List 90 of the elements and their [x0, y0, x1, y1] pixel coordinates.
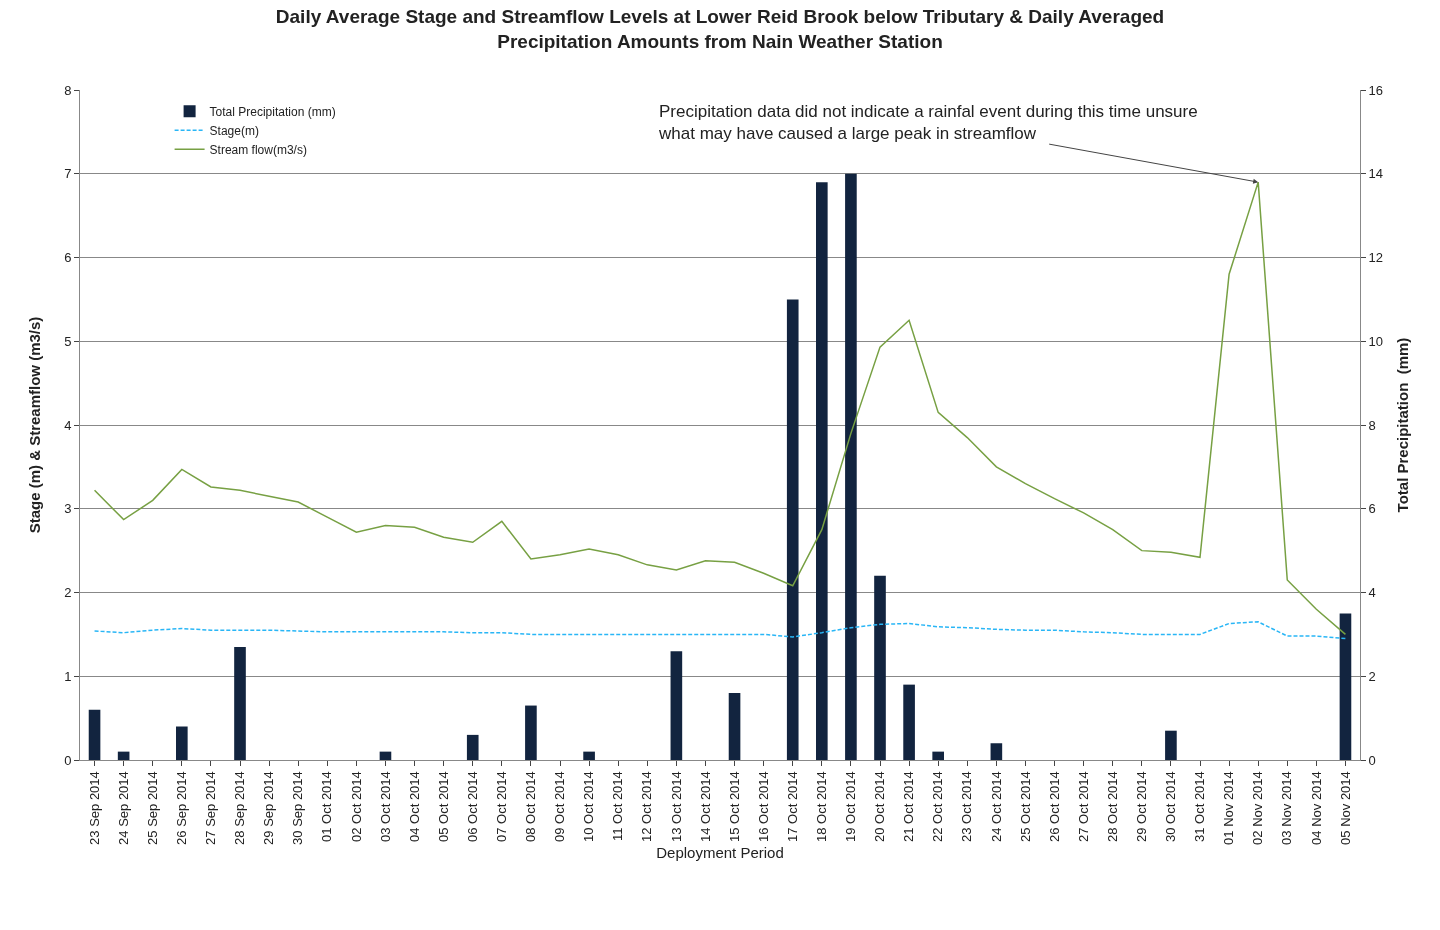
x-tick-label: 03 Nov 2014	[1279, 771, 1295, 845]
y2-tick-label: 4	[1368, 585, 1376, 601]
annotation: Precipitation data did not indicate a rainfal event during this time unsure what may have caused a large peak in streamflow	[658, 102, 1198, 144]
y-tick-label: 0	[64, 752, 72, 768]
y-tick-label: 3	[64, 501, 72, 517]
bar	[990, 743, 1003, 760]
bar	[816, 182, 828, 760]
bar	[728, 693, 741, 760]
legend-label: Stage(m)	[209, 123, 259, 138]
x-tick-label: 01 Nov 2014	[1221, 771, 1237, 845]
x-tick-label: 21 Oct 2014	[901, 771, 917, 843]
x-axis-title: Deployment Period	[656, 844, 784, 862]
x-tick-label: 05 Nov 2014	[1337, 771, 1353, 845]
y-tick-label: 1	[64, 668, 72, 684]
x-tick-label: 23 Sep 2014	[86, 771, 102, 845]
bar	[1339, 613, 1352, 760]
y-tick-label: 7	[64, 166, 72, 182]
y2-tick-label: 16	[1368, 82, 1384, 98]
line-series	[93, 621, 1347, 640]
x-tick-label: 25 Sep 2014	[144, 771, 160, 845]
bar	[786, 299, 799, 760]
bar	[117, 751, 130, 760]
x-tick-label: 16 Oct 2014	[755, 771, 771, 843]
bar	[670, 651, 683, 760]
bar	[88, 709, 101, 760]
bar	[466, 734, 479, 760]
x-tick-label: 04 Nov 2014	[1308, 771, 1324, 845]
bar	[583, 751, 595, 760]
bar	[525, 705, 537, 760]
x-tick-label: 18 Oct 2014	[814, 771, 830, 843]
x-tick-label: 25 Oct 2014	[1017, 771, 1033, 843]
x-tick-label: 12 Oct 2014	[639, 771, 655, 843]
x-tick-label: 28 Oct 2014	[1104, 771, 1120, 843]
y2-tick-label: 8	[1368, 417, 1376, 433]
x-tick-label: 30 Sep 2014	[290, 771, 306, 845]
bar	[234, 646, 246, 760]
x-tick-label: 31 Oct 2014	[1192, 771, 1208, 843]
bar	[874, 575, 886, 760]
x-tick-label: 11 Oct 2014	[610, 771, 626, 842]
x-tick-label: 03 Oct 2014	[377, 771, 393, 843]
x-tick-label: 15 Oct 2014	[726, 771, 742, 843]
x-tick-label: 01 Oct 2014	[319, 771, 335, 843]
y2-tick-label: 12	[1368, 250, 1384, 266]
x-tick-label: 06 Oct 2014	[464, 771, 480, 843]
x-tick-label: 13 Oct 2014	[668, 771, 684, 843]
y-tick-label: 4	[64, 417, 72, 433]
x-tick-label: 26 Sep 2014	[174, 771, 190, 845]
x-tick-label: 05 Oct 2014	[435, 771, 451, 843]
x-tick-label: 10 Oct 2014	[581, 771, 597, 843]
x-tick-label: 29 Sep 2014	[261, 771, 277, 845]
x-tick-label: 22 Oct 2014	[930, 771, 946, 843]
x-tick-label: 26 Oct 2014	[1046, 771, 1062, 843]
x-tick-label: 17 Oct 2014	[784, 771, 800, 843]
y-tick-label: 2	[64, 585, 72, 601]
y2-tick-label: 0	[1368, 752, 1376, 768]
bar	[845, 173, 857, 760]
x-tick-label: 27 Oct 2014	[1075, 771, 1091, 843]
y-tick-label: 5	[64, 333, 72, 349]
x-tick-label: 23 Oct 2014	[959, 771, 975, 843]
x-tick-label: 20 Oct 2014	[872, 771, 888, 843]
legend-label: Stream flow(m3/s)	[209, 142, 307, 157]
y2-tick-label: 2	[1368, 668, 1376, 684]
bar	[176, 726, 188, 760]
bar	[903, 684, 915, 760]
bar	[932, 751, 944, 760]
x-tick-label: 19 Oct 2014	[843, 771, 859, 843]
x-tick-label: 24 Sep 2014	[115, 771, 131, 845]
y2-tick-label: 10	[1368, 333, 1384, 349]
x-tick-label: 07 Oct 2014	[494, 771, 510, 843]
chart-title: Daily Average Stage and Streamflow Levels at Lower Reid Brook below Tributary & Daily Averaged Precipitation Amounts from Nain Weather Station	[275, 6, 1165, 52]
bar	[1165, 730, 1177, 760]
x-tick-label: 29 Oct 2014	[1134, 771, 1150, 843]
x-tick-label: 30 Oct 2014	[1163, 771, 1179, 843]
x-tick-label: 28 Sep 2014	[232, 771, 248, 845]
x-tick-label: 27 Sep 2014	[203, 771, 219, 845]
x-tick-label: 09 Oct 2014	[552, 771, 568, 843]
x-tick-label: 08 Oct 2014	[523, 771, 539, 843]
x-tick-label: 02 Nov 2014	[1250, 771, 1266, 845]
x-tick-label: 14 Oct 2014	[697, 771, 713, 843]
bar	[379, 751, 392, 760]
y2-tick-label: 6	[1368, 501, 1376, 517]
x-tick-label: 02 Oct 2014	[348, 771, 364, 843]
x-tick-label: 04 Oct 2014	[406, 771, 422, 843]
x-tick-label: 24 Oct 2014	[988, 771, 1004, 843]
y-tick-label: 6	[64, 250, 72, 266]
y2-axis-title: Total Precipitation (mm)	[1393, 337, 1411, 513]
y2-tick-label: 14	[1368, 166, 1384, 182]
legend-label: Total Precipitation (mm)	[209, 104, 336, 119]
y-tick-label: 8	[64, 82, 72, 98]
y-axis-title: Stage (m) & Streamflow (m3/s)	[26, 316, 43, 534]
